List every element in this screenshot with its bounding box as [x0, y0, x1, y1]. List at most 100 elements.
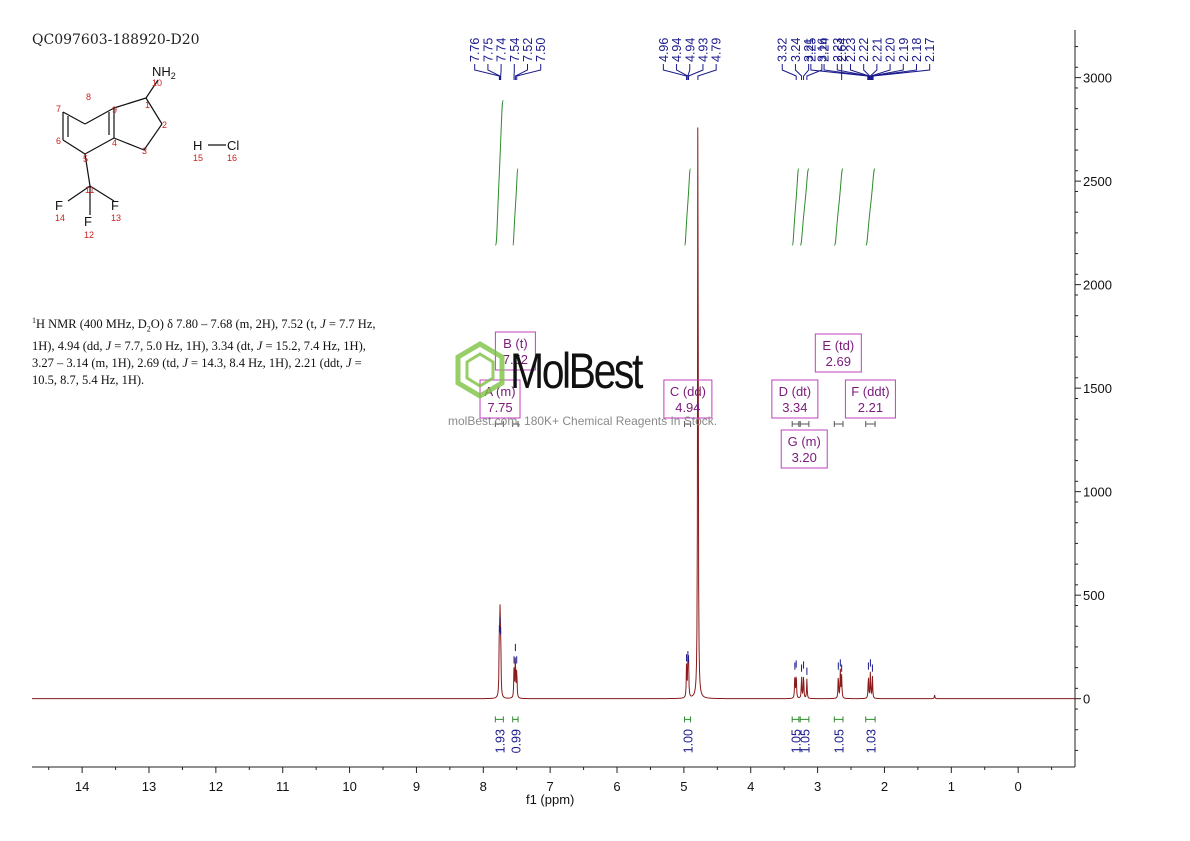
peak-label-leader [474, 64, 500, 80]
y-tick-label: 2000 [1083, 278, 1112, 293]
integral-value: 1.00 [682, 729, 696, 753]
peak-label-leader [794, 64, 803, 80]
multiplet-range [799, 421, 810, 427]
multiplet-value: 4.94 [675, 400, 700, 415]
atom-number-6: 6 [56, 136, 61, 146]
atom-number-12: 12 [84, 230, 94, 240]
multiplet-range [865, 421, 876, 427]
peak-label-leader [849, 64, 870, 80]
atom-number-5: 5 [83, 154, 88, 164]
multiplet-label: E (td) [822, 338, 854, 353]
integral-value: 0.99 [509, 729, 523, 753]
x-tick-label: 10 [342, 779, 356, 794]
y-tick-label: 500 [1083, 588, 1105, 603]
atom-cl: Cl [227, 138, 239, 153]
y-tick-label: 1000 [1083, 485, 1112, 500]
multiplet-label: G (m) [788, 434, 821, 449]
atom-number-4: 4 [112, 138, 117, 148]
x-tick-label: 7 [547, 779, 554, 794]
peak-label: 7.54 [508, 38, 522, 62]
atom-number-8: 8 [86, 92, 91, 102]
atom-number-2: 2 [162, 120, 167, 130]
atom-number-1: 1 [145, 100, 150, 110]
atom-number-3: 3 [142, 146, 147, 156]
peak-label: 4.79 [710, 38, 724, 62]
sample-id: QC097603-188920-D20 [32, 32, 200, 48]
peak-label: 7.74 [495, 38, 509, 62]
peak-label-leader [516, 64, 542, 80]
peak-label: 3.24 [789, 38, 803, 62]
x-tick-label: 0 [1015, 779, 1022, 794]
x-tick-label: 13 [142, 779, 156, 794]
integral-value: 1.03 [864, 729, 878, 753]
watermark-tagline: molBest.com, 180K+ Chemical Reagents In … [448, 414, 718, 428]
x-tick-label: 12 [209, 779, 223, 794]
peak-label: 2.22 [857, 38, 871, 62]
peak-label-leader [487, 64, 501, 80]
integral-curve [865, 168, 876, 246]
peak-label-leader [823, 64, 869, 80]
peak-label: 4.96 [657, 38, 671, 62]
y-tick-label: 3000 [1083, 71, 1112, 86]
x-tick-label: 9 [413, 779, 420, 794]
y-tick-label: 0 [1083, 692, 1090, 707]
multiplet-box [844, 379, 896, 419]
peak-label: 7.50 [534, 38, 548, 62]
integral-bracket [512, 716, 519, 723]
multiplet-box [780, 429, 828, 469]
atom-f14: F [55, 198, 63, 213]
multiplet-range [684, 421, 692, 427]
peak-label: 7.76 [468, 38, 482, 62]
molecule-structure: NH2 H Cl F F F 1 2 3 4 5 6 7 8 9 10 11 1… [55, 64, 239, 240]
integral-bracket [865, 716, 876, 723]
x-tick-label: 14 [75, 779, 89, 794]
molbest-logo-icon [455, 341, 505, 399]
integral-value: 1.93 [493, 729, 507, 753]
atom-nh2: NH2 [152, 64, 176, 81]
atom-f13: F [111, 198, 119, 213]
y-tick-label: 2500 [1083, 174, 1112, 189]
integral-value: 1.05 [790, 729, 804, 753]
spectrum-line [32, 127, 1075, 700]
peak-label-leader [514, 64, 529, 80]
x-tick-label: 8 [480, 779, 487, 794]
peak-label: 2.18 [910, 38, 924, 62]
x-tick-label: 1 [948, 779, 955, 794]
peak-label: 4.93 [696, 38, 710, 62]
integral-value: 1.05 [799, 729, 813, 753]
atom-number-13: 13 [111, 213, 121, 223]
peak-label: 2.23 [831, 38, 845, 62]
peak-label: 4.94 [683, 38, 697, 62]
integral-curve [833, 168, 844, 246]
peak-label-leader [871, 64, 917, 80]
multiplet-value: 3.34 [782, 400, 807, 415]
multiplet-label: F (ddt) [851, 384, 889, 399]
peak-label: 2.19 [897, 38, 911, 62]
atom-number-7: 7 [56, 104, 61, 114]
watermark-brand: MolBest [510, 343, 643, 399]
integral-curve [494, 99, 504, 246]
atom-number-16: 16 [227, 153, 237, 163]
integral-bracket [494, 716, 504, 723]
multiplet-range [833, 421, 844, 427]
y-tick-label: 1500 [1083, 381, 1112, 396]
nmr-description: 1H NMR (400 MHz, D2O) δ 7.80 – 7.68 (m, … [32, 316, 376, 387]
x-tick-label: 3 [814, 779, 821, 794]
multiplet-range [494, 421, 504, 427]
peak-label: 3.21 [802, 38, 816, 62]
multiplet-box [771, 379, 819, 419]
peak-label: 4.94 [670, 38, 684, 62]
multiplet-value: 2.69 [826, 354, 851, 369]
integral-bracket [833, 716, 844, 723]
multiplet-range [512, 421, 519, 427]
atom-h: H [193, 138, 202, 153]
peak-label: 2.21 [870, 38, 884, 62]
peak-label-leader [872, 64, 931, 80]
multiplet-value: 7.52 [503, 352, 528, 367]
atom-number-9: 9 [112, 105, 117, 115]
x-tick-label: 2 [881, 779, 888, 794]
integral-value: 1.05 [833, 729, 847, 753]
integral-bracket [684, 716, 692, 723]
peak-label-leader [863, 64, 871, 80]
